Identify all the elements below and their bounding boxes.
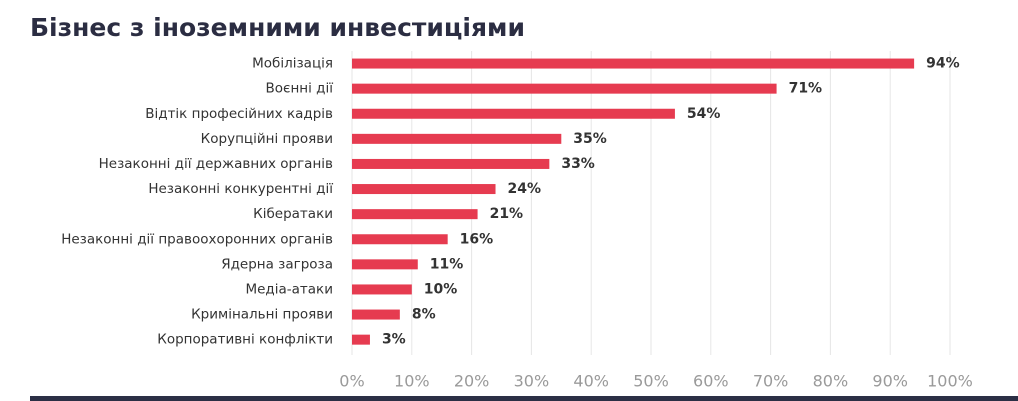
y-tick-label: Воєнні дії xyxy=(266,81,334,97)
x-tick-label: 70% xyxy=(753,372,789,391)
chart-title: Бізнес з іноземними инвестиціями xyxy=(30,13,525,42)
x-tick-label: 20% xyxy=(454,372,490,391)
value-label: 35% xyxy=(573,131,607,147)
x-tick-label: 0% xyxy=(339,372,364,391)
y-tick-label: Відтік професійних кадрів xyxy=(145,106,333,122)
bar xyxy=(352,334,370,345)
bar xyxy=(352,184,496,195)
y-tick-label: Незаконні конкурентні дії xyxy=(148,181,333,197)
x-tick-label: 10% xyxy=(394,372,430,391)
bar xyxy=(352,284,412,295)
bar xyxy=(352,58,915,69)
bar xyxy=(352,133,562,144)
x-tick-label: 80% xyxy=(813,372,849,391)
value-label: 94% xyxy=(926,56,960,72)
x-tick-label: 90% xyxy=(872,372,908,391)
bar xyxy=(352,309,400,320)
value-label: 11% xyxy=(430,256,464,272)
x-tick-label: 100% xyxy=(927,372,973,391)
value-label: 33% xyxy=(561,156,595,172)
y-tick-label: Ядерна загроза xyxy=(221,256,333,272)
bar xyxy=(352,209,478,220)
y-tick-label: Незаконні дії державних органів xyxy=(99,156,333,172)
value-label: 21% xyxy=(490,206,524,222)
bar xyxy=(352,234,448,245)
bar xyxy=(352,83,777,94)
x-tick-label: 60% xyxy=(693,372,729,391)
bar xyxy=(352,259,418,270)
value-label: 24% xyxy=(508,181,542,197)
x-tick-label: 40% xyxy=(573,372,609,391)
value-label: 3% xyxy=(382,332,406,348)
footer-bar xyxy=(30,396,1018,401)
y-tick-label: Кібератаки xyxy=(253,206,333,222)
value-label: 10% xyxy=(424,281,458,297)
value-label: 16% xyxy=(460,231,494,247)
y-tick-label: Корупційні прояви xyxy=(201,131,333,147)
value-label: 8% xyxy=(412,307,436,323)
y-tick-label: Кримінальні прояви xyxy=(191,307,333,323)
bar xyxy=(352,108,675,119)
y-tick-label: Корпоративні конфлікти xyxy=(157,332,333,348)
x-tick-label: 30% xyxy=(514,372,550,391)
y-tick-label: Медіа-атаки xyxy=(245,281,333,297)
x-tick-label: 50% xyxy=(633,372,669,391)
value-label: 71% xyxy=(789,81,823,97)
y-tick-label: Незаконні дії правоохоронних органів xyxy=(61,231,333,247)
bar xyxy=(352,158,550,169)
y-tick-label: Мобілізація xyxy=(252,56,333,72)
value-label: 54% xyxy=(687,106,721,122)
